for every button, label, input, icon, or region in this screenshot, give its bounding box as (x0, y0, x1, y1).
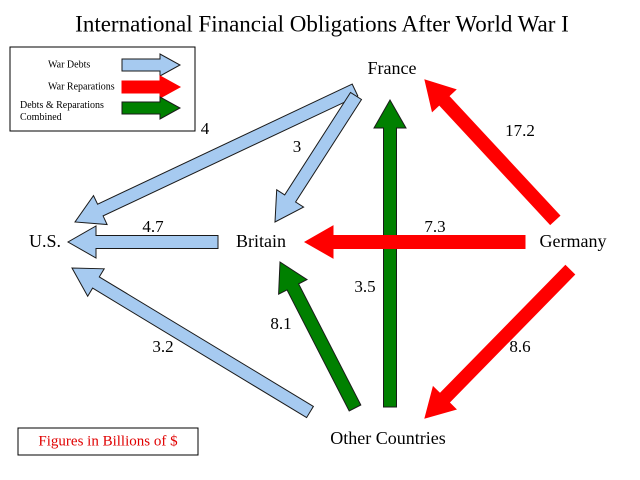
legend-label: War Reparations (48, 81, 115, 92)
arrow (424, 79, 561, 226)
legend-label-box: Debts & Reparations Combined (20, 100, 104, 123)
arrow (424, 264, 576, 419)
note: Figures in Billions of $ (38, 433, 178, 449)
arrow (71, 267, 315, 419)
arrow (274, 91, 363, 223)
arrow (121, 75, 182, 99)
node-label: France (368, 58, 417, 78)
edge-label: 3.5 (354, 277, 375, 296)
node-label: Britain (236, 231, 286, 251)
arrow (373, 98, 407, 408)
node-label: Germany (540, 231, 607, 251)
arrow (74, 83, 359, 226)
edge-label: 3 (293, 137, 302, 156)
note-box (17, 427, 199, 456)
arrow (278, 261, 362, 412)
edge-label: 17.2 (505, 121, 535, 140)
arrow (121, 53, 182, 77)
title: International Financial Obligations Afte… (75, 11, 569, 36)
legend-label: War Debts (48, 59, 90, 70)
arrow (121, 96, 182, 120)
legend-label: Debts & Reparations Combined (20, 100, 104, 123)
edge-label: 8.6 (509, 337, 530, 356)
edge-label: 3.2 (152, 337, 173, 356)
node-label: Other Countries (330, 428, 445, 448)
node-label: U.S. (29, 231, 61, 251)
edge-label: 4.7 (142, 217, 164, 236)
arrow (303, 225, 526, 259)
edge-label: 8.1 (270, 314, 291, 333)
edge-label: 7.3 (424, 217, 445, 236)
edge-label: 4 (201, 119, 210, 138)
arrow (66, 225, 219, 259)
